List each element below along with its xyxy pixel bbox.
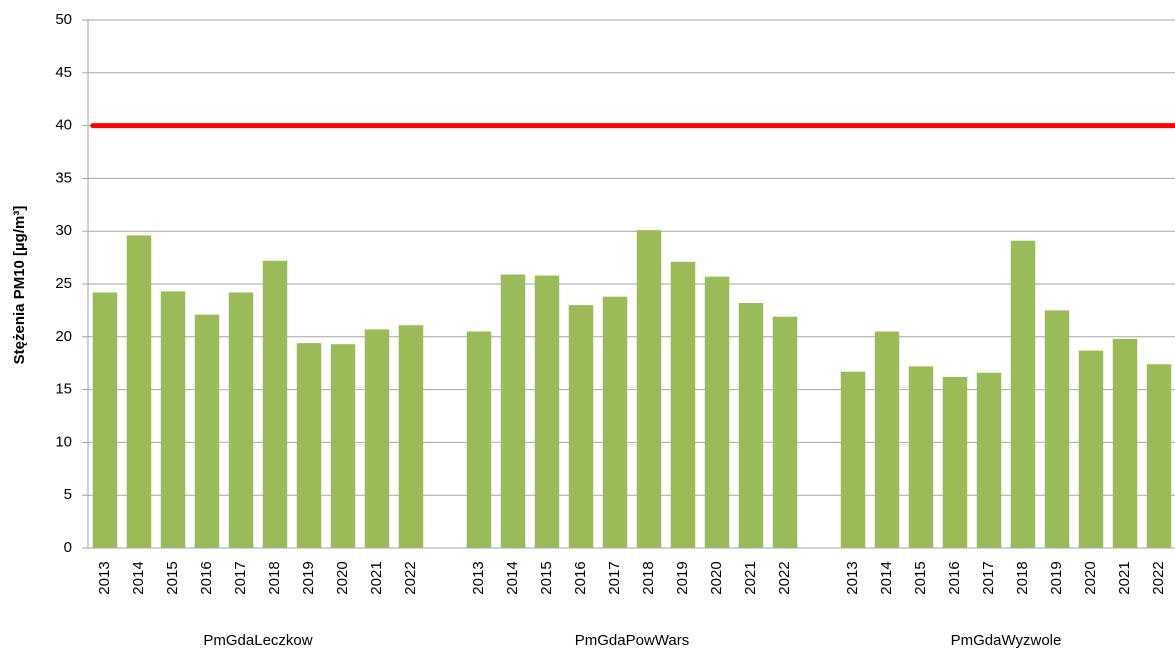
bar [160,291,186,548]
x-tick-label: 2020 [708,561,725,594]
bar [568,305,594,548]
x-tick-label: 2014 [130,561,147,594]
bar [364,329,390,548]
y-tick-label: 45 [55,64,72,81]
y-tick-label: 5 [64,486,72,503]
x-tick-label: 2017 [980,561,997,594]
y-tick-label: 25 [55,275,72,292]
bar [670,261,696,548]
bar [1010,240,1036,549]
bar [704,276,730,548]
bar [534,275,560,548]
x-tick-label: 2021 [368,561,385,594]
bar [602,296,628,548]
x-tick-label: 2021 [742,561,759,594]
x-tick-label: 2022 [776,561,793,594]
x-tick-label: 2016 [572,561,589,594]
x-tick-label: 2014 [504,561,521,594]
bar [1112,338,1138,548]
x-tick-label: 2019 [674,561,691,594]
bar [330,344,356,548]
bar [840,371,866,548]
x-tick-label: 2019 [300,561,317,594]
bar [976,372,1002,548]
x-tick-label: 2015 [538,561,555,594]
bar [466,331,492,548]
bar [398,325,424,548]
bar [500,274,526,548]
x-tick-label: 2018 [266,561,283,594]
x-tick-label: 2018 [1014,561,1031,594]
x-tick-label: 2015 [912,561,929,594]
x-tick-label: 2021 [1116,561,1133,594]
x-tick-label: 2015 [164,561,181,594]
y-tick-label: 50 [55,11,72,28]
bar [1078,350,1104,548]
bar [126,235,152,548]
bar [1146,364,1172,548]
group-label: PmGdaPowWars [575,632,689,649]
x-tick-label: 2013 [844,561,861,594]
y-tick-label: 15 [55,381,72,398]
x-tick-label: 2013 [470,561,487,594]
bar [636,230,662,549]
bar [738,303,764,548]
y-tick-label: 10 [55,433,72,450]
x-tick-label: 2018 [640,561,657,594]
y-tick-label: 35 [55,169,72,186]
bar [194,314,220,548]
x-tick-label: 2020 [334,561,351,594]
y-axis-title: Stężenia PM10 [µg/m³] [11,206,28,365]
bar [908,366,934,548]
y-tick-label: 30 [55,222,72,239]
x-tick-label: 2022 [1150,561,1167,594]
bar [874,331,900,548]
bar [1044,310,1070,548]
bar [772,316,798,548]
bar [942,376,968,548]
bar [228,292,254,548]
x-tick-label: 2016 [946,561,963,594]
x-tick-label: 2022 [402,561,419,594]
x-tick-label: 2016 [198,561,215,594]
x-tick-label: 2014 [878,561,895,594]
y-tick-label: 0 [64,539,72,556]
x-tick-label: 2017 [606,561,623,594]
group-label: PmGdaWyzwole [951,632,1062,649]
y-tick-label: 20 [55,328,72,345]
bar [92,292,118,548]
x-tick-label: 2017 [232,561,249,594]
bar [296,343,322,548]
x-tick-label: 2019 [1048,561,1065,594]
group-label: PmGdaLeczkow [203,632,312,649]
x-tick-label: 2020 [1082,561,1099,594]
bar [262,260,288,548]
y-tick-label: 40 [55,117,72,134]
x-tick-label: 2013 [96,561,113,594]
